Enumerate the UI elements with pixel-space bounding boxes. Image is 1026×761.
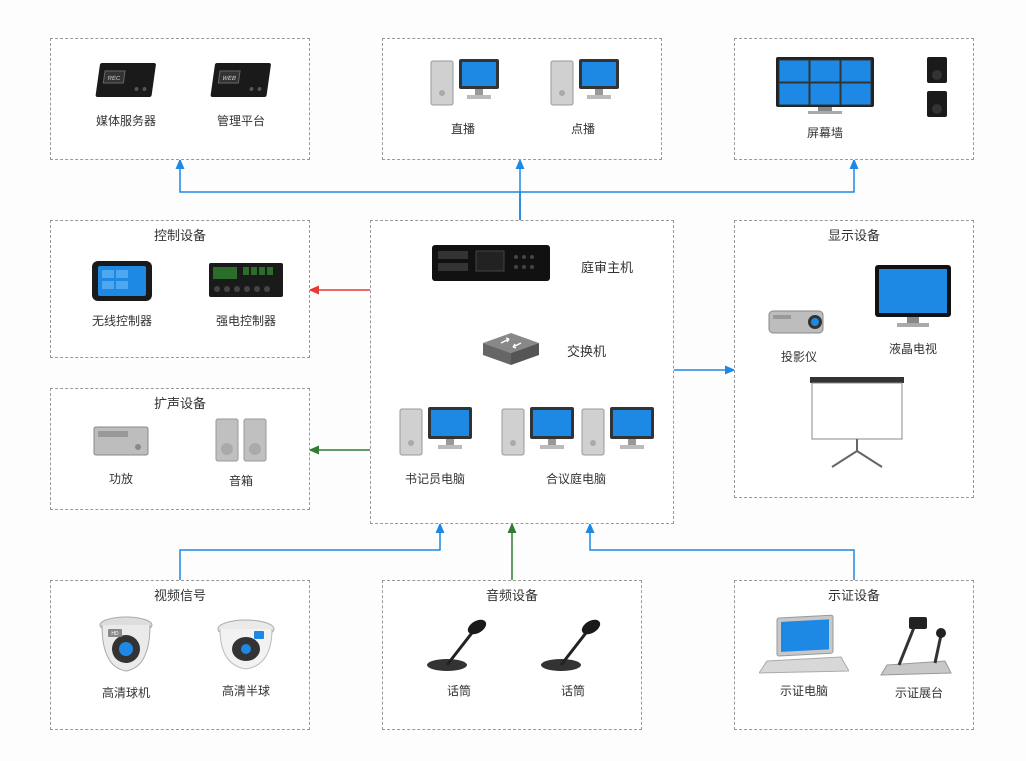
node-mic1: 话筒 — [409, 615, 509, 699]
node-vod: 点播 — [533, 53, 633, 137]
mgmt-platform-label: 管理平台 — [191, 112, 291, 129]
box-control-title: 控制设备 — [154, 225, 206, 244]
microphone-icon — [533, 615, 613, 675]
mic2-label: 话筒 — [523, 682, 623, 699]
host-server-icon — [426, 239, 556, 287]
node-ev-visualizer: 示证展台 — [871, 611, 967, 701]
node-hd-dome: 高清半球 — [191, 615, 301, 699]
box-audio: 音频设备 话筒 话筒 — [382, 580, 642, 730]
node-power-ctrl: 强电控制器 — [191, 253, 301, 329]
power-controller-icon — [203, 253, 289, 305]
box-display-title: 显示设备 — [828, 225, 880, 244]
box-pa: 扩声设备 功放 音箱 — [50, 388, 310, 510]
box-video-title: 视频信号 — [154, 585, 206, 604]
switch-icon — [476, 329, 546, 369]
box-videowall: 屏幕墙 — [734, 38, 974, 160]
node-wireless-ctrl: 无线控制器 — [67, 253, 177, 329]
node-wall-speakers — [913, 53, 961, 126]
box-display: 显示设备 投影仪 液晶电视 — [734, 220, 974, 498]
node-screen-wall: 屏幕墙 — [755, 53, 895, 141]
box-audio-title: 音频设备 — [486, 585, 538, 604]
node-amplifier: 功放 — [71, 417, 171, 487]
pc-icon — [394, 401, 476, 463]
node-lcd-tv: 液晶电视 — [863, 259, 963, 357]
power-ctrl-label: 强电控制器 — [191, 312, 301, 329]
node-projection-screen — [787, 371, 927, 474]
trial-host-label: 庭审主机 — [581, 257, 633, 276]
hd-dome-label: 高清半球 — [191, 682, 301, 699]
node-speaker: 音箱 — [191, 413, 291, 489]
node-switch — [471, 329, 551, 372]
microphone-icon — [419, 615, 499, 675]
ptz-camera-icon: HD — [90, 611, 162, 677]
pc-icon — [543, 53, 623, 113]
projector-label: 投影仪 — [751, 348, 847, 365]
ev-visualizer-label: 示证展台 — [871, 684, 967, 701]
svg-text:HD: HD — [111, 631, 119, 637]
node-live: 直播 — [413, 53, 513, 137]
tablet-icon — [82, 253, 162, 305]
wireless-ctrl-label: 无线控制器 — [67, 312, 177, 329]
pc-icon — [423, 53, 503, 113]
node-hd-ptz: HD 高清球机 — [71, 611, 181, 701]
projector-icon — [761, 301, 837, 341]
ev-pc-label: 示证电脑 — [749, 682, 859, 699]
web-server-icon: WEB — [206, 57, 276, 105]
node-mic2: 话筒 — [523, 615, 623, 699]
speaker-pair-icon — [917, 53, 957, 123]
dome-camera-icon — [210, 615, 282, 675]
pc-pair-icon — [496, 401, 656, 463]
mic1-label: 话筒 — [409, 682, 509, 699]
node-clerk-pc: 书记员电脑 — [385, 401, 485, 487]
box-evidence-title: 示证设备 — [828, 585, 880, 604]
switch-label: 交换机 — [567, 341, 606, 360]
amplifier-label: 功放 — [71, 470, 171, 487]
vod-label: 点播 — [533, 120, 633, 137]
amplifier-icon — [86, 417, 156, 463]
media-server-label: 媒体服务器 — [71, 112, 181, 129]
laptop-icon — [759, 613, 849, 675]
box-evidence: 示证设备 示证电脑 示证展台 — [734, 580, 974, 730]
rack-server-icon: REC — [91, 57, 161, 105]
tv-icon — [867, 259, 959, 333]
box-center: 庭审主机 交换机 书记员电脑 — [370, 220, 674, 524]
svg-text:REC: REC — [107, 76, 121, 82]
box-video: 视频信号 HD 高清球机 高清半球 — [50, 580, 310, 730]
video-wall-icon — [770, 53, 880, 117]
screen-stand-icon — [792, 371, 922, 471]
node-projector: 投影仪 — [751, 301, 847, 365]
lcd-tv-label: 液晶电视 — [863, 340, 963, 357]
speaker-label: 音箱 — [191, 472, 291, 489]
node-trial-host — [421, 239, 561, 290]
panel-pc-label: 合议庭电脑 — [491, 470, 661, 487]
speakers-icon — [206, 413, 276, 465]
visualizer-icon — [879, 611, 959, 677]
node-mgmt-platform: WEB 管理平台 — [191, 57, 291, 129]
node-media-server: REC 媒体服务器 — [71, 57, 181, 129]
box-control: 控制设备 无线控制器 强电控制器 — [50, 220, 310, 358]
node-panel-pc: 合议庭电脑 — [491, 401, 661, 487]
screen-wall-label: 屏幕墙 — [755, 124, 895, 141]
node-ev-pc: 示证电脑 — [749, 613, 859, 699]
svg-text:WEB: WEB — [222, 76, 236, 82]
box-broadcast: 直播 点播 — [382, 38, 662, 160]
clerk-pc-label: 书记员电脑 — [385, 470, 485, 487]
diagram-canvas: REC 媒体服务器 WEB 管理平台 — [0, 0, 1026, 761]
hd-ptz-label: 高清球机 — [71, 684, 181, 701]
box-servers: REC 媒体服务器 WEB 管理平台 — [50, 38, 310, 160]
box-pa-title: 扩声设备 — [154, 393, 206, 412]
live-label: 直播 — [413, 120, 513, 137]
